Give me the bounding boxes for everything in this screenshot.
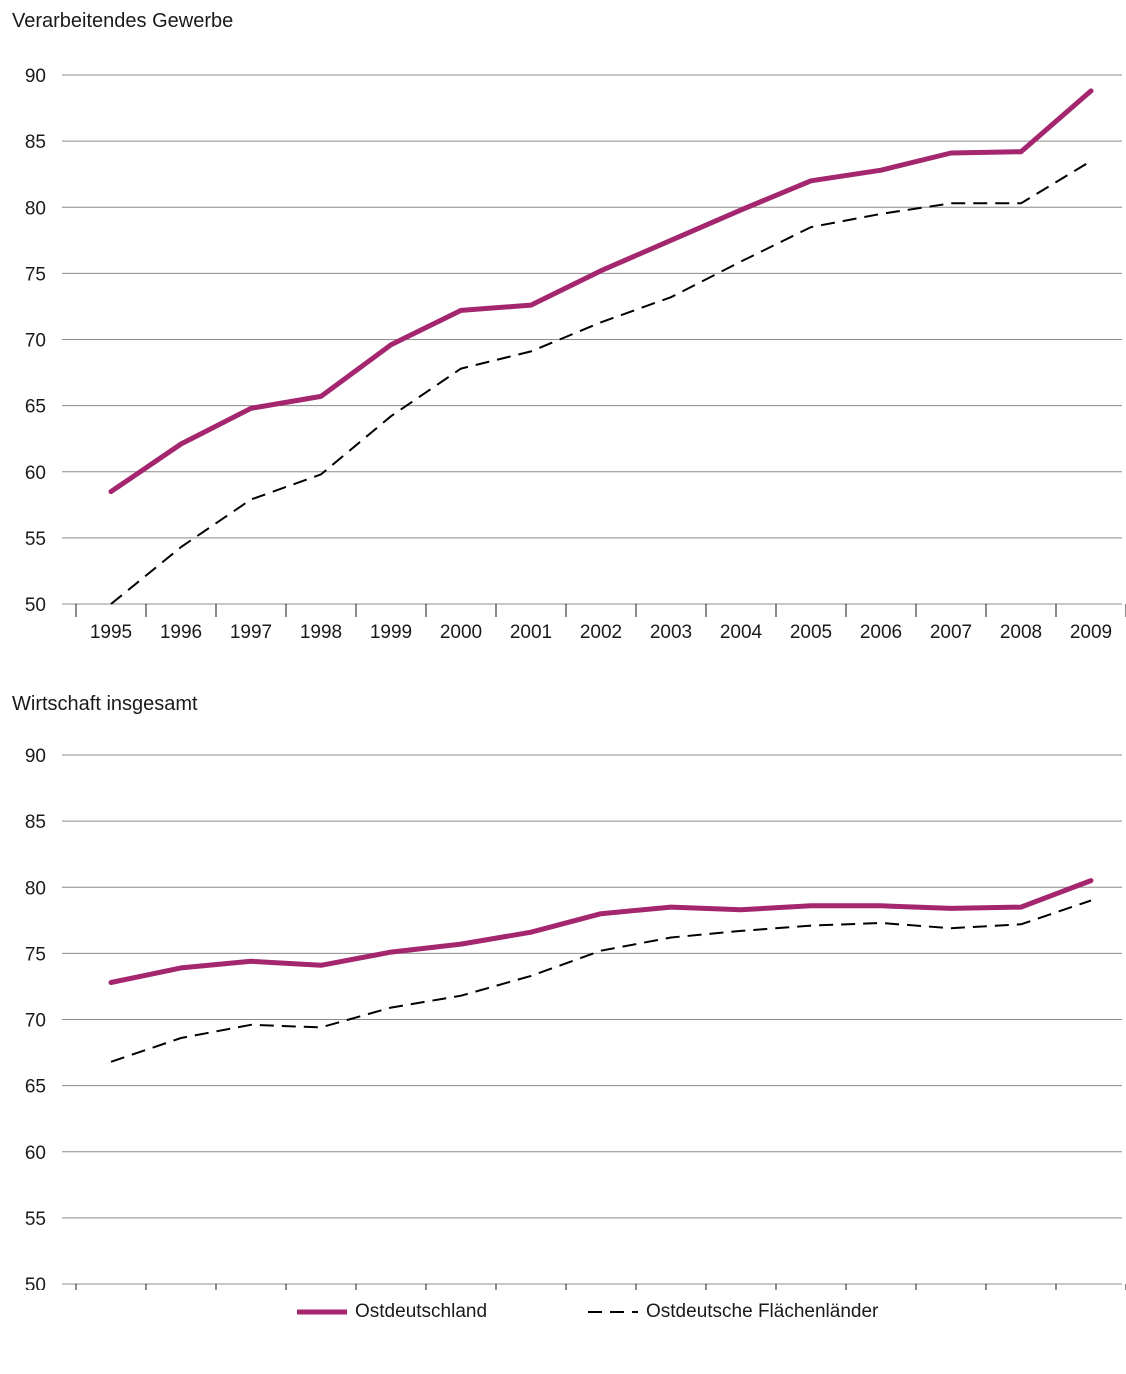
y-tick-label-80: 80 <box>25 198 46 219</box>
legend-label-ostdeutschland: Ostdeutschland <box>355 1301 488 1322</box>
x-tick-label-2004: 2004 <box>720 622 763 643</box>
chart-canvas: Verarbeitendes Gewerbe 50 55 60 65 70 75 80 85 90… <box>12 10 1126 1290</box>
x-tick-label-1997: 1997 <box>230 622 272 643</box>
x-tick-label-1999: 1999 <box>370 622 412 643</box>
series-line-ostdeutschland <box>108 878 1094 985</box>
y-tick-label-60: 60 <box>25 1143 46 1164</box>
y-tick-label-75: 75 <box>25 944 46 965</box>
x-tick-label-2001: 2001 <box>510 622 552 643</box>
chart-panel-2: Wirtschaft insgesamt50556065707580859019… <box>12 693 1126 1290</box>
x-tick-label-2007: 2007 <box>930 622 972 643</box>
chart-title: Verarbeitendes Gewerbe <box>12 10 233 32</box>
y-tick-label-70: 70 <box>25 1011 46 1032</box>
y-tick-label-85: 85 <box>25 132 46 153</box>
series-line-ostdeutsche-flaechenlaender <box>110 160 1092 605</box>
y-tick-label-75: 75 <box>25 264 46 285</box>
x-tick-label-2009: 2009 <box>1070 622 1112 643</box>
series-line-ostdeutsche-flaechenlaender <box>110 899 1092 1063</box>
legend-swatch-ostdeutsche-flaechenlaender <box>588 1311 638 1313</box>
x-tick-label-1996: 1996 <box>160 622 202 643</box>
x-tick-label-2002: 2002 <box>580 622 622 643</box>
x-tick-label-2008: 2008 <box>1000 622 1042 643</box>
y-tick-label-80: 80 <box>25 878 46 899</box>
legend-swatch-ostdeutschland <box>297 1309 347 1315</box>
legend-item-ostdeutschland: Ostdeutschland <box>297 1297 487 1327</box>
y-tick-label-50: 50 <box>25 1275 46 1290</box>
legend: Ostdeutschland Ostdeutsche Flächenländer <box>0 1297 1126 1327</box>
y-tick-label-55: 55 <box>25 1209 46 1230</box>
y-tick-label-85: 85 <box>25 812 46 833</box>
legend-label-ostdeutsche-flaechenlaender: Ostdeutsche Flächenländer <box>646 1301 879 1322</box>
chart-title: Wirtschaft insgesamt <box>12 693 198 715</box>
y-tick-label-65: 65 <box>25 1077 46 1098</box>
x-tick-label-1998: 1998 <box>300 622 342 643</box>
y-tick-label-50: 50 <box>25 595 46 616</box>
x-tick-label-2003: 2003 <box>650 622 692 643</box>
x-tick-label-2000: 2000 <box>440 622 482 643</box>
y-tick-label-60: 60 <box>25 463 46 484</box>
x-tick-label-1995: 1995 <box>90 622 132 643</box>
y-tick-label-55: 55 <box>25 529 46 550</box>
y-tick-label-90: 90 <box>25 746 46 767</box>
chart-panel-1: Verarbeitendes Gewerbe 50 55 60 65 70 75 80 85 90… <box>12 10 1126 643</box>
x-tick-label-2006: 2006 <box>860 622 902 643</box>
legend-item-ostdeutsche-flaechenlaender: Ostdeutsche Flächenländer <box>588 1297 878 1327</box>
y-tick-label-70: 70 <box>25 331 46 352</box>
y-tick-label-65: 65 <box>25 397 46 418</box>
x-tick-label-2005: 2005 <box>790 622 832 643</box>
series-line-ostdeutschland <box>108 88 1094 495</box>
y-tick-label-90: 90 <box>25 66 46 87</box>
